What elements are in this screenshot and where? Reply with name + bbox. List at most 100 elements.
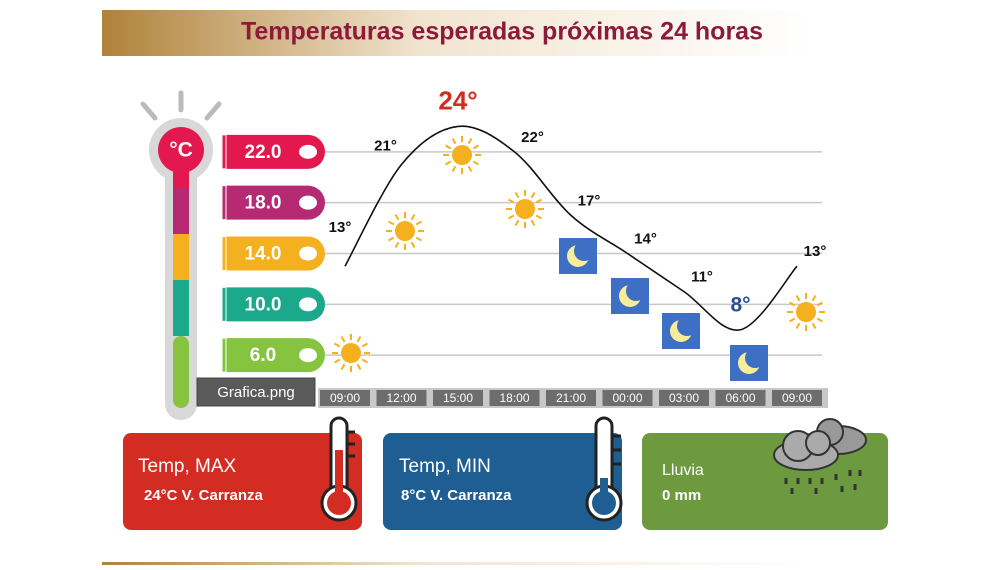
card	[123, 433, 362, 530]
sun-core	[796, 302, 816, 322]
tick-dot	[299, 348, 317, 363]
sun-icon	[386, 212, 424, 250]
sun-ray	[530, 219, 536, 226]
sun-ray	[388, 236, 395, 242]
tick-pill-edge	[221, 134, 227, 170]
tooltip-text: Grafica.png	[217, 384, 295, 401]
x-tick-box	[546, 390, 596, 406]
data-label: 24°	[438, 85, 477, 115]
tick-dot	[299, 144, 317, 159]
title-banner	[102, 10, 810, 56]
sun-icon	[787, 293, 825, 331]
x-tick-label: 09:00	[330, 391, 360, 405]
x-tick-box	[320, 390, 370, 406]
data-label: 21°	[374, 138, 397, 155]
sun-ray	[410, 241, 416, 248]
tick-pill	[222, 338, 325, 373]
data-label: 8°	[730, 293, 750, 316]
tick-pill	[222, 185, 325, 220]
sun-ray	[530, 192, 536, 199]
sun-ray	[535, 198, 542, 204]
card	[383, 433, 622, 530]
tick-dot	[299, 195, 317, 210]
sun-ray	[340, 363, 346, 370]
x-tick-box	[659, 390, 709, 406]
y-tick-label: 22.0	[245, 142, 282, 163]
card-title: Lluvia	[662, 462, 704, 479]
sun-ray	[388, 220, 395, 226]
tick-pill-edge	[221, 185, 227, 221]
sun-ray	[789, 317, 796, 323]
sun-ray	[811, 322, 817, 329]
sun-icon	[443, 136, 481, 174]
x-tick-box	[376, 390, 427, 406]
tick-pill-edge	[221, 236, 227, 271]
sun-ray	[361, 342, 368, 348]
sun-ray	[334, 358, 341, 364]
sun-ray	[361, 358, 368, 364]
x-tick-box	[602, 390, 653, 406]
thermometer-icon	[585, 416, 623, 522]
sun-ray	[514, 192, 520, 199]
thermometer-icon	[320, 416, 358, 522]
card-text: 24°C V. Carranza	[144, 487, 264, 504]
y-tick-label: 6.0	[250, 345, 276, 366]
rain-cloud-icon	[773, 418, 867, 494]
sun-ray	[816, 317, 823, 323]
sun-ray	[514, 219, 520, 226]
moon-cut	[677, 316, 697, 336]
data-label: 11°	[691, 269, 713, 286]
card-title: Temp, MAX	[138, 456, 237, 477]
tick-pill	[222, 134, 325, 169]
data-label: 17°	[578, 192, 601, 209]
sun-core	[395, 221, 415, 241]
sun-core	[515, 199, 535, 219]
sun-core	[452, 145, 472, 165]
sun-ray	[467, 138, 473, 145]
sun-ray	[467, 165, 473, 172]
sun-ray	[445, 144, 452, 150]
sun-ray	[394, 214, 400, 221]
x-tick-label: 15:00	[443, 391, 473, 405]
moon-cut	[745, 348, 765, 368]
x-tick-label: 21:00	[556, 391, 586, 405]
chart-title: Temperaturas esperadas próximas 24 horas	[241, 18, 763, 46]
sun-ray	[472, 144, 479, 150]
moon-icon	[730, 345, 768, 381]
sun-ray	[340, 336, 346, 343]
tick-pill	[222, 287, 325, 322]
moon-icon	[611, 278, 649, 314]
data-label: 13°	[329, 219, 352, 236]
summary-cards	[123, 416, 888, 530]
card-text: 8°C V. Carranza	[401, 487, 512, 504]
x-tick-label: 03:00	[669, 391, 699, 405]
sun-ray	[334, 342, 341, 348]
sun-ray	[795, 295, 801, 302]
sun-core	[341, 343, 361, 363]
x-tick-label: 09:00	[782, 391, 812, 405]
x-tick-box	[489, 390, 540, 406]
thermometer	[140, 90, 222, 420]
sun-ray	[445, 160, 452, 166]
x-tick-box	[715, 390, 766, 406]
data-label: 13°	[804, 243, 827, 260]
tick-pill-edge	[221, 286, 227, 322]
card-title: Temp, MIN	[399, 456, 491, 477]
tick-dot	[299, 246, 317, 261]
data-label: 14°	[634, 230, 657, 247]
sun-ray	[816, 301, 823, 307]
x-tick-label: 12:00	[386, 391, 416, 405]
tick-dot	[299, 297, 317, 312]
x-tick-label: 18:00	[499, 391, 529, 405]
sun-ray	[811, 295, 817, 302]
sun-ray	[508, 214, 515, 220]
sun-ray	[451, 138, 457, 145]
moon-icon	[662, 313, 700, 349]
sun-ray	[535, 214, 542, 220]
sun-icon	[332, 334, 370, 372]
sun-ray	[415, 236, 422, 242]
sun-ray	[789, 301, 796, 307]
sun-ray	[415, 220, 422, 226]
y-tick-label: 14.0	[245, 244, 282, 265]
